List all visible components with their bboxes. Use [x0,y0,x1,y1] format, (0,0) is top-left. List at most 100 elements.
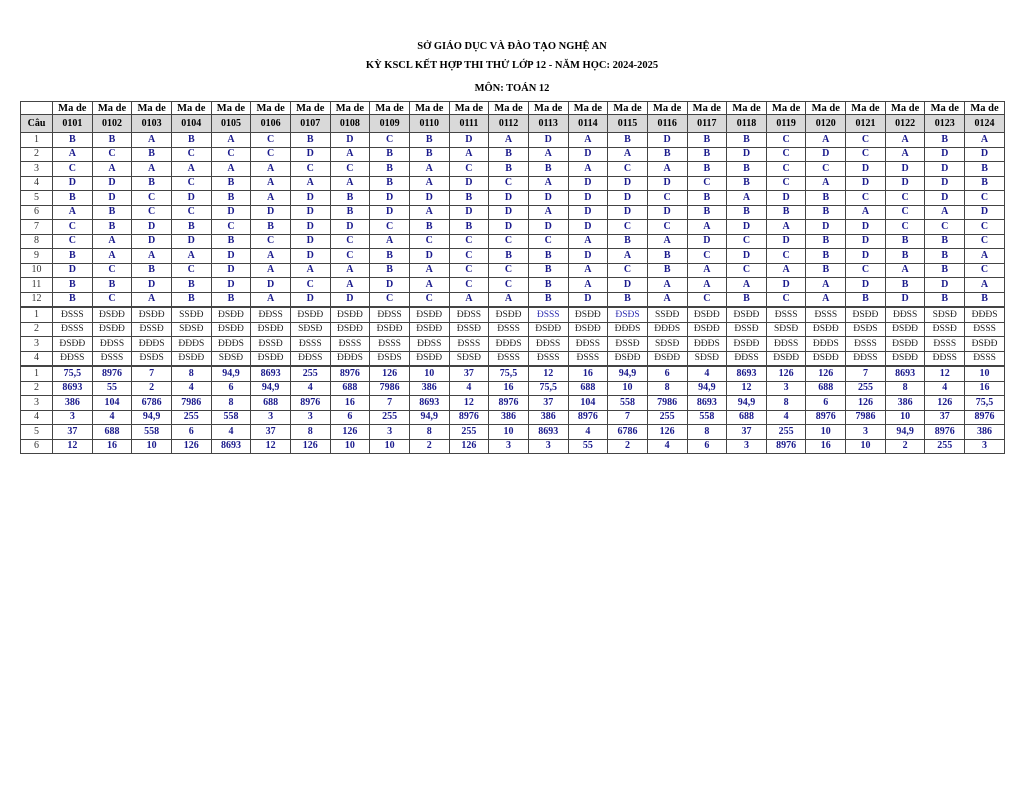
mc-answer-cell: C [448,262,490,278]
mc-answer-cell: C [845,132,886,148]
mc-answer-cell: B [845,291,886,308]
num-answer-cell: 37 [250,424,291,440]
mc-answer-cell: B [964,291,1005,308]
mc-answer-cell: D [448,175,490,191]
mc-answer-cell: B [408,146,450,162]
mc-answer-cell: A [726,277,767,293]
ds-answer-cell: ĐSĐĐ [765,350,807,367]
num-answer-cell: 10 [488,424,529,440]
mc-answer-cell: A [527,175,569,191]
mc-answer-cell: B [369,146,410,162]
mc-answer-cell: C [765,175,807,191]
ma-de-label: Ma de [686,101,728,115]
num-answer-cell: 126 [329,424,371,440]
mc-answer-cell: A [170,248,212,264]
mc-answer-cell: D [845,161,886,177]
ds-answer-cell: ĐSSS [527,306,569,323]
mc-answer-cell: C [765,146,807,162]
mc-answer-cell: C [686,291,728,308]
num-answer-cell: 4 [289,380,331,396]
mc-answer-cell: D [646,204,688,220]
exam-code-header: 0123 [924,114,966,133]
mc-answer-cell: B [686,204,728,220]
mc-answer-cell: D [607,204,648,220]
ds-answer-cell: ĐĐSS [91,336,133,352]
mc-answer-cell: A [329,146,371,162]
mc-answer-cell: A [646,277,688,293]
mc-answer-cell: D [567,190,609,206]
ma-de-label: Ma de [289,101,331,115]
num-answer-cell: 37 [726,424,767,440]
question-number: 11 [20,277,53,293]
ds-answer-cell: ĐSĐĐ [726,306,767,323]
mc-answer-cell: C [884,219,926,235]
ds-answer-cell: ĐĐĐS [329,350,371,367]
mc-answer-cell: C [369,219,410,235]
num-answer-cell: 12 [726,380,767,396]
num-answer-cell: 16 [488,380,529,396]
ma-de-label: Ma de [488,101,529,115]
num-answer-cell: 10 [131,438,172,454]
num-answer-cell: 16 [964,380,1005,396]
num-answer-cell: 4 [448,380,490,396]
ds-answer-cell: ĐSĐS [369,350,410,367]
num-answer-cell: 94,9 [131,409,172,425]
mc-answer-cell: D [131,219,172,235]
mc-answer-cell: A [329,175,371,191]
num-answer-cell: 12 [924,365,966,382]
num-answer-cell: 8 [408,424,450,440]
num-answer-cell: 2 [607,438,648,454]
num-answer-cell: 3 [845,424,886,440]
mc-answer-cell: D [845,219,886,235]
num-answer-cell: 6786 [607,424,648,440]
ds-answer-cell: ĐSSĐ [250,336,291,352]
ds-answer-cell: ĐĐSS [448,306,490,323]
mc-answer-cell: C [488,262,529,278]
ds-answer-cell: ĐSĐĐ [884,321,926,337]
mc-answer-cell: D [646,175,688,191]
mc-answer-cell: B [805,204,847,220]
mc-answer-cell: A [448,146,490,162]
ds-answer-cell: ĐSĐĐ [131,306,172,323]
mc-answer-cell: B [527,262,569,278]
num-answer-cell: 255 [448,424,490,440]
num-answer-cell: 688 [805,380,847,396]
mc-answer-cell: C [329,161,371,177]
mc-answer-cell: A [884,262,926,278]
num-answer-cell: 7 [369,395,410,411]
num-answer-cell: 6 [686,438,728,454]
ds-answer-cell: ĐSSS [488,350,529,367]
ds-answer-cell: ĐSSS [845,336,886,352]
num-answer-cell: 6 [210,380,252,396]
mc-answer-cell: D [765,233,807,249]
mc-answer-cell: B [448,219,490,235]
mc-answer-cell: B [726,175,767,191]
mc-answer-cell: A [131,132,172,148]
num-answer-cell: 94,9 [250,380,291,396]
num-answer-cell: 10 [805,424,847,440]
ds-answer-cell: ĐSSS [329,336,371,352]
num-answer-cell: 558 [210,409,252,425]
mc-answer-cell: A [726,190,767,206]
mc-answer-cell: B [646,248,688,264]
mc-answer-cell: A [686,262,728,278]
mc-answer-cell: B [448,190,490,206]
ds-answer-cell: ĐSĐĐ [408,306,450,323]
num-answer-cell: 8693 [408,395,450,411]
ds-answer-cell: ĐĐĐS [210,336,252,352]
mc-answer-cell: B [884,233,926,249]
mc-answer-cell: D [924,190,966,206]
exam-code-header: 0108 [329,114,371,133]
num-answer-cell: 12 [250,438,291,454]
mc-answer-cell: A [527,204,569,220]
mc-answer-cell: D [369,204,410,220]
mc-answer-cell: D [646,132,688,148]
mc-answer-cell: D [289,291,331,308]
mc-answer-cell: B [170,277,212,293]
num-answer-cell: 8976 [964,409,1005,425]
exam-code-header: 0111 [448,114,490,133]
num-answer-cell: 4 [170,380,212,396]
num-answer-cell: 7986 [170,395,212,411]
